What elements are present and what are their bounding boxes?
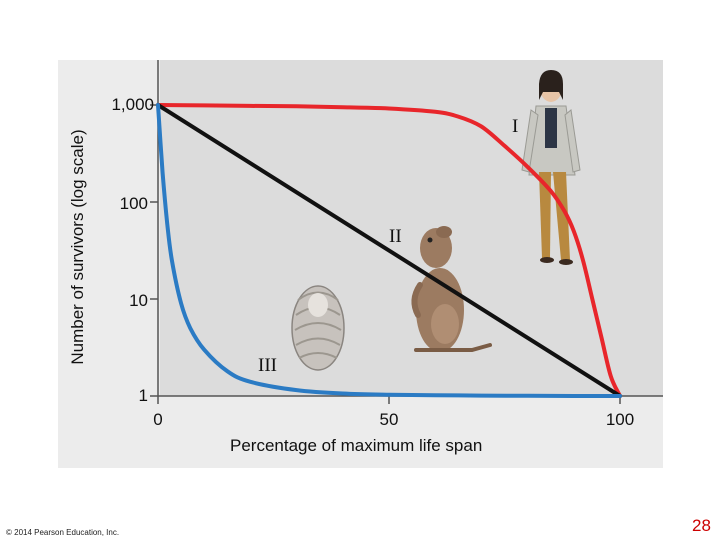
y-tick-label-1: 1 xyxy=(138,386,148,405)
axes xyxy=(150,60,663,404)
x-axis-label: Percentage of maximum life span xyxy=(230,436,483,455)
series-line-iii xyxy=(156,103,622,399)
plot-area xyxy=(160,60,663,396)
curve-label-iii: III xyxy=(258,355,277,376)
copyright-notice: © 2014 Pearson Education, Inc. xyxy=(6,528,120,537)
page-number: 28 xyxy=(692,516,711,535)
curve-label-ii: II xyxy=(389,226,402,247)
x-tick-label-50: 50 xyxy=(379,410,399,429)
human-icon xyxy=(521,70,581,265)
series-line-ii xyxy=(156,103,622,398)
y-tick-label-10: 10 xyxy=(129,291,148,310)
curve-label-i: I xyxy=(512,116,519,137)
y-tick-label-1000: 1,000 xyxy=(111,95,154,114)
x-tick-label-100: 100 xyxy=(605,410,635,429)
x-tick-label-0: 0 xyxy=(153,410,163,429)
series-line-i xyxy=(156,103,622,398)
series-layer xyxy=(156,103,622,399)
oyster-icon xyxy=(291,285,345,371)
y-tick-label-100: 100 xyxy=(119,194,148,213)
y-axis-label: Number of survivors (log scale) xyxy=(68,129,87,365)
